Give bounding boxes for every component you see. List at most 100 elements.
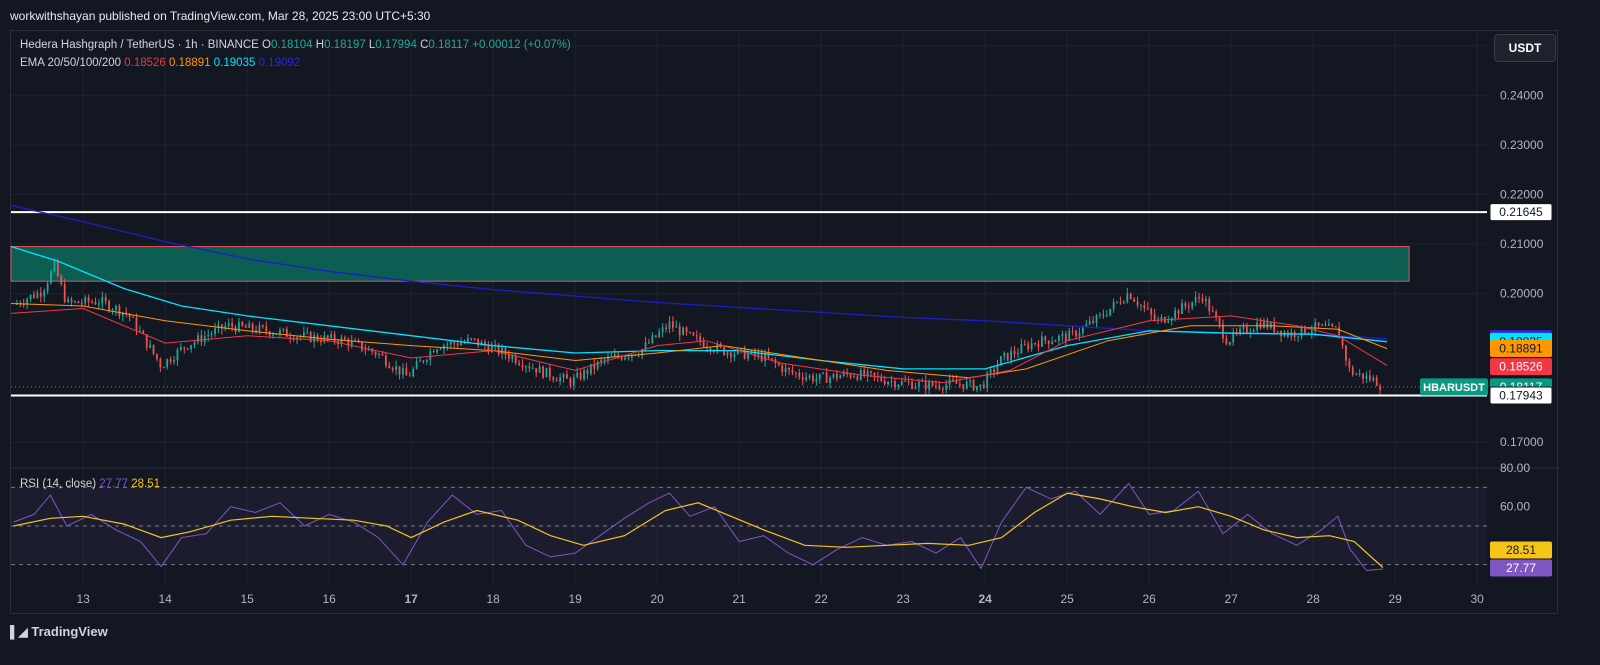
candle-body	[1201, 298, 1204, 302]
candle-body	[627, 357, 630, 359]
ema100-value: 0.19035	[213, 57, 256, 69]
candle-body	[176, 349, 179, 361]
candle-body	[1184, 303, 1187, 307]
rsi-legend[interactable]: RSI (14, close) 27.77 28.51	[20, 478, 160, 490]
candle-body	[145, 334, 148, 348]
candle-body	[149, 344, 152, 348]
symbol-title[interactable]: Hedera Hashgraph / TetherUS · 1h · BINAN…	[20, 39, 259, 51]
candle-body	[422, 360, 425, 362]
candle-body	[784, 367, 787, 373]
symbol-tag-text: HBARUSDT	[1423, 382, 1485, 394]
candle-body	[1321, 324, 1323, 326]
candle-body	[665, 327, 667, 330]
candle-body	[576, 372, 579, 378]
price-label-ema50: 0.18891	[1490, 340, 1552, 358]
grid	[11, 31, 1487, 584]
candle-body	[446, 344, 449, 346]
candle-body	[548, 367, 551, 378]
candle-body	[1160, 317, 1163, 320]
candle-body	[1372, 377, 1375, 381]
candle-body	[1010, 351, 1013, 361]
candle-body	[794, 372, 797, 374]
candle-body	[36, 292, 39, 298]
candle-body	[282, 328, 285, 331]
candle-body	[1047, 340, 1050, 344]
candle-body	[887, 382, 890, 385]
candle-body	[767, 353, 770, 358]
candle-body	[979, 384, 982, 387]
candle-body	[603, 359, 606, 361]
candle-body	[142, 330, 145, 335]
candle-body	[470, 338, 473, 340]
candle-body	[1153, 314, 1156, 320]
candle-body	[1341, 338, 1344, 346]
candle-body	[952, 379, 954, 381]
candle-body	[757, 353, 760, 356]
candle-body	[169, 359, 172, 362]
candle-body	[531, 368, 534, 370]
candle-body	[880, 376, 883, 381]
candle-body	[648, 342, 650, 344]
time-tick-label: 26	[1142, 592, 1156, 606]
candle-body	[200, 335, 203, 343]
time-tick-label: 28	[1306, 592, 1320, 606]
candle-body	[1081, 326, 1084, 334]
candle-body	[501, 348, 503, 355]
candle-body	[398, 366, 401, 375]
candle-body	[371, 348, 374, 352]
supply-zone	[10, 246, 1410, 282]
time-tick-label: 25	[1060, 592, 1074, 606]
currency-button[interactable]: USDT	[1494, 34, 1556, 62]
candle-body	[873, 372, 876, 376]
candle-body	[716, 343, 719, 352]
tradingview-logo[interactable]: ▌◢ TradingView	[10, 624, 108, 639]
candle-body	[904, 380, 907, 382]
candle-body	[808, 375, 811, 378]
candle-body	[569, 378, 572, 386]
time-tick-label: 15	[240, 592, 254, 606]
candle-body	[521, 364, 524, 368]
candle-body	[579, 372, 582, 380]
candle-body	[1310, 331, 1313, 334]
ema50-value: 0.18891	[169, 57, 211, 69]
candle-body	[682, 327, 685, 336]
candle-body	[217, 324, 220, 329]
candle-body	[1133, 298, 1136, 302]
ema-legend[interactable]: EMA 20/50/100/200 0.18526 0.18891 0.1903…	[20, 57, 300, 69]
candle-body	[63, 284, 66, 302]
candle-body	[152, 344, 155, 354]
candle-body	[272, 334, 275, 336]
candle-body	[1379, 386, 1382, 390]
candle-body	[378, 353, 380, 356]
horizontal-levels[interactable]	[11, 211, 1487, 397]
candle-body	[593, 364, 596, 369]
candle-body	[1327, 324, 1330, 326]
candle-body	[1112, 301, 1115, 309]
time-tick-label: 18	[486, 592, 500, 606]
candle-body	[986, 373, 989, 388]
candle-body	[931, 381, 934, 386]
candle-body	[842, 372, 845, 376]
candle-body	[788, 367, 790, 370]
candle-body	[671, 321, 674, 328]
candle-body	[56, 261, 59, 277]
candle-body	[1129, 293, 1132, 299]
candle-body	[825, 372, 828, 383]
high-value: 0.18197	[324, 39, 366, 51]
candle-body	[709, 348, 712, 351]
candle-body	[258, 325, 261, 333]
candle-body	[1273, 322, 1276, 333]
candle-body	[668, 321, 671, 330]
candle-body	[999, 356, 1002, 366]
candle-body	[330, 334, 333, 339]
candle-body	[186, 348, 189, 350]
price-tick-label: 0.23000	[1500, 138, 1544, 152]
ema200-value: 0.19092	[258, 57, 301, 69]
candle-body	[1194, 297, 1197, 303]
time-tick-label: 17	[404, 592, 418, 606]
candle-body	[764, 353, 767, 362]
candle-body	[1187, 306, 1190, 308]
candle-body	[460, 342, 462, 346]
candle-body	[197, 335, 199, 342]
